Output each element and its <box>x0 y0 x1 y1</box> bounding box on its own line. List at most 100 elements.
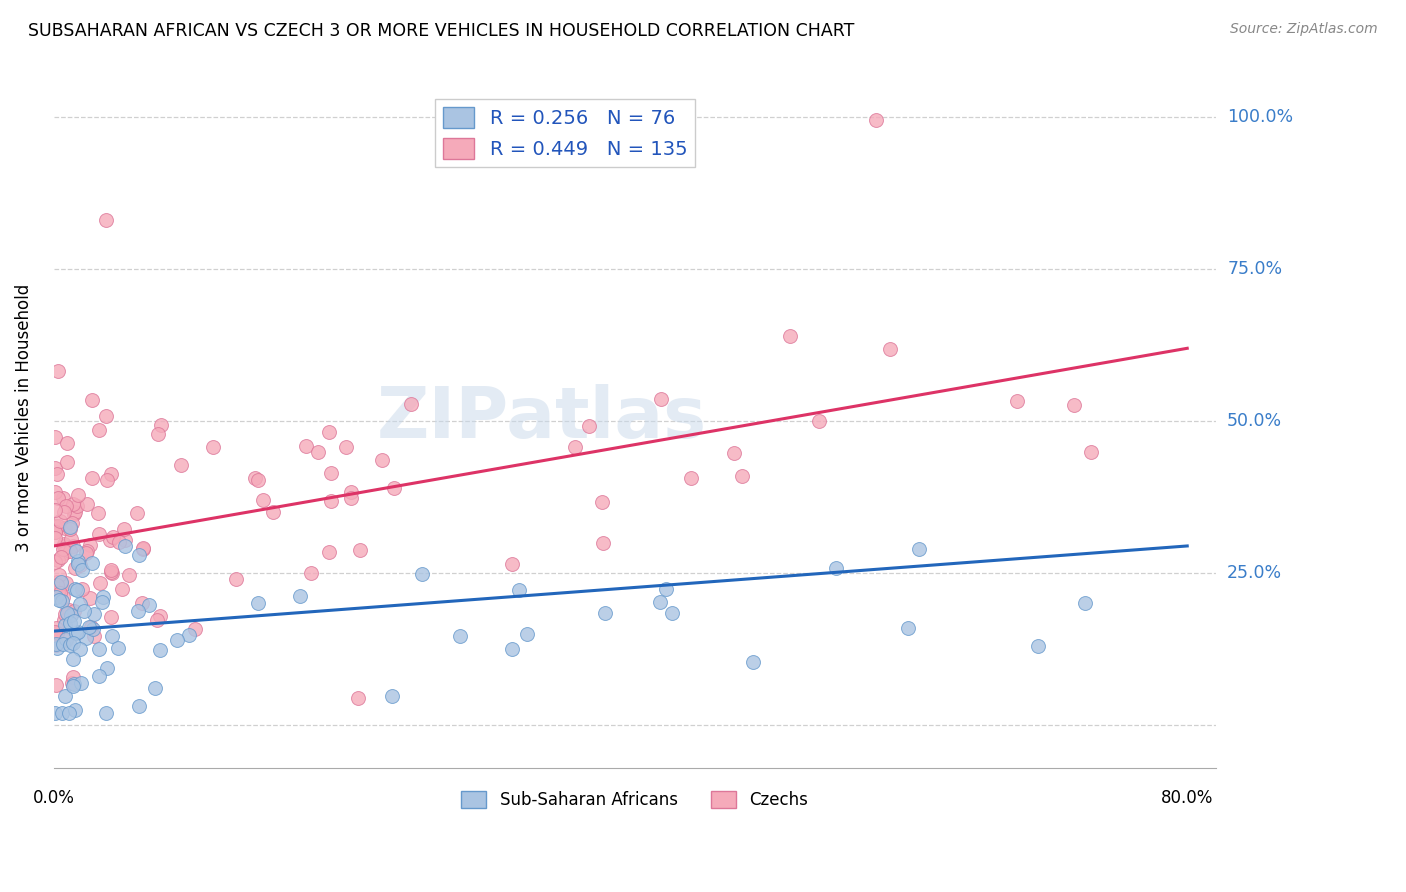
Point <box>45 467 67 482</box>
Point <box>111 582 134 597</box>
Point <box>824 561 846 575</box>
Point <box>100 610 122 624</box>
Point <box>243 471 266 485</box>
Point <box>52 505 75 519</box>
Point <box>55 632 77 646</box>
Point <box>371 453 394 467</box>
Point <box>44 430 66 444</box>
Point <box>55 576 77 591</box>
Point <box>53 689 76 703</box>
Point <box>79 591 101 605</box>
Point <box>335 440 357 454</box>
Point <box>741 655 763 669</box>
Point <box>650 392 672 406</box>
Point <box>67 554 90 568</box>
Point <box>63 582 86 596</box>
Point <box>69 558 91 573</box>
Point <box>46 491 69 505</box>
Point <box>45 591 67 605</box>
Point <box>897 621 920 635</box>
Point <box>62 615 84 629</box>
Point <box>46 575 69 590</box>
Point <box>340 491 363 505</box>
Point <box>94 706 117 721</box>
Point <box>319 493 342 508</box>
Point <box>45 678 67 692</box>
Point <box>75 546 97 560</box>
Point <box>83 607 105 622</box>
Point <box>94 213 117 227</box>
Point <box>225 572 247 586</box>
Point <box>46 553 69 567</box>
Text: 25.0%: 25.0% <box>1227 565 1282 582</box>
Point <box>132 542 155 557</box>
Point <box>69 597 91 611</box>
Point <box>112 522 135 536</box>
Point <box>318 425 340 440</box>
Point <box>655 582 678 596</box>
Point <box>100 630 122 644</box>
Point <box>62 507 84 521</box>
Point <box>79 620 101 634</box>
Point <box>650 595 672 609</box>
Point <box>90 595 112 609</box>
Point <box>44 503 66 517</box>
Point <box>128 548 150 562</box>
Point <box>59 522 82 536</box>
Point <box>125 506 148 520</box>
Point <box>411 567 433 582</box>
Point <box>70 582 93 596</box>
Point <box>516 627 538 641</box>
Point <box>52 546 75 560</box>
Point <box>82 393 104 408</box>
Point <box>79 538 101 552</box>
Point <box>101 566 124 580</box>
Text: SUBSAHARAN AFRICAN VS CZECH 3 OR MORE VEHICLES IN HOUSEHOLD CORRELATION CHART: SUBSAHARAN AFRICAN VS CZECH 3 OR MORE VE… <box>28 22 855 40</box>
Point <box>96 409 118 424</box>
Point <box>262 505 284 519</box>
Point <box>170 458 193 472</box>
Point <box>44 706 66 721</box>
Point <box>114 539 136 553</box>
Text: ZIPatlas: ZIPatlas <box>377 384 707 453</box>
Point <box>62 636 84 650</box>
Point <box>382 481 405 495</box>
Point <box>59 532 82 546</box>
Point <box>661 606 683 620</box>
Point <box>63 561 86 575</box>
Point <box>56 455 79 469</box>
Point <box>66 624 89 639</box>
Point <box>592 536 614 550</box>
Point <box>779 329 801 343</box>
Point <box>100 467 122 481</box>
Point <box>131 596 153 610</box>
Point <box>53 536 76 550</box>
Point <box>592 495 614 509</box>
Point <box>349 543 371 558</box>
Point <box>149 643 172 657</box>
Point <box>1080 445 1102 459</box>
Point <box>44 531 66 545</box>
Point <box>49 549 72 564</box>
Point <box>501 558 523 572</box>
Point <box>564 440 586 454</box>
Point <box>58 603 80 617</box>
Point <box>46 519 69 533</box>
Point <box>578 419 600 434</box>
Point <box>69 641 91 656</box>
Point <box>56 606 79 620</box>
Point <box>45 641 67 656</box>
Point <box>679 470 702 484</box>
Point <box>59 639 82 653</box>
Point <box>879 342 901 356</box>
Point <box>62 539 84 553</box>
Point <box>52 542 75 557</box>
Point <box>148 426 170 441</box>
Point <box>347 691 370 706</box>
Text: 75.0%: 75.0% <box>1227 260 1282 278</box>
Point <box>44 624 66 639</box>
Point <box>56 435 79 450</box>
Point <box>49 577 72 591</box>
Point <box>150 418 173 433</box>
Point <box>1026 639 1049 653</box>
